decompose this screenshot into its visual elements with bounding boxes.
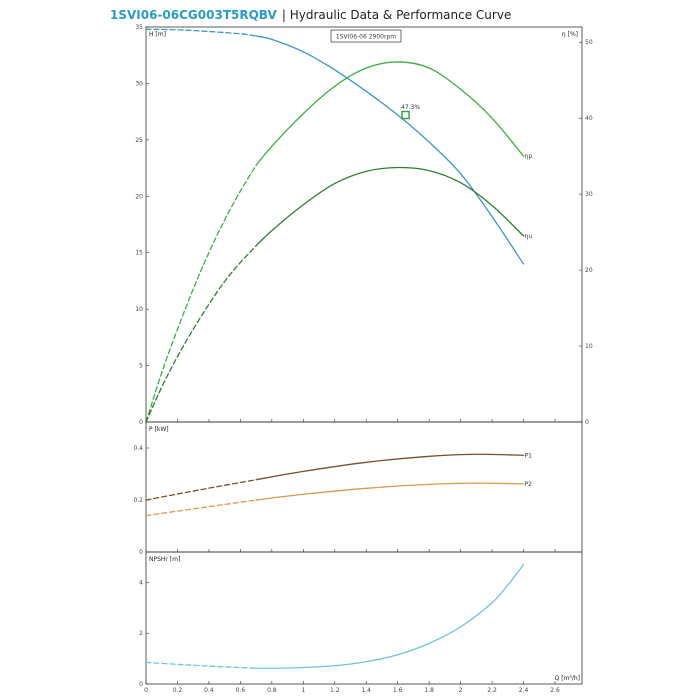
speed-legend-text: 1SVI06-06 2900rpm [336,34,396,41]
npsh-y-tick-label-1: 2 [139,630,143,637]
power-frame [145,421,583,553]
performance-y2-tick-label-0: 0 [585,419,589,426]
npsh-y-tick-label-2: 4 [139,579,143,586]
performance-y-tick-label-2: 10 [135,306,143,313]
npsh-x-tick-label-10: 2 [459,687,463,694]
power-panel: P [kW] 0 0.2 0.4 P1 P2 [133,421,583,556]
performance-panel: H [m] η [%] 0 5 10 15 20 25 30 35 0 10 20 30 40 50 ηp ηu 4… [135,24,592,426]
npsh-x-tick-label-8: 1.6 [393,687,403,694]
npsh-curve-dashed [145,661,257,669]
p2-curve [255,482,525,501]
npsh-y-axis-title: NPSHr [m] [149,556,180,563]
performance-y-tick-label-5: 25 [135,137,143,144]
chart-subtitle: Hydraulic Data & Performance Curve [290,8,512,22]
best-efficiency-point-marker [401,110,410,120]
p2-curve-dashed [145,499,257,517]
npsh-x-tick-label-13: 2.6 [550,687,560,694]
npsh-y-tick-label-0: 0 [139,681,143,688]
best-efficiency-point-label: 47.3% [401,104,420,111]
npsh-panel: NPSHr [m] 0 2 4 0 0.2 0.4 0.6 0.8 1 1.2 1.4 1.6 1.8 2 2… [139,551,583,694]
npsh-x-tick-label-0: 0 [144,687,148,694]
npsh-x-axis-title: Q [m³/h] [555,675,580,682]
speed-legend-box: 1SVI06-06 2900rpm [330,29,402,43]
npsh-x-tick-label-2: 0.4 [204,687,214,694]
npsh-x-tick-label-4: 0.8 [267,687,277,694]
npsh-x-tick-label-11: 2.2 [487,687,497,694]
performance-y-tick-label-3: 15 [135,250,143,257]
performance-y-tick-label-6: 30 [135,80,143,87]
power-y-tick-label-1: 0.2 [133,497,143,504]
performance-y-tick-label-0: 0 [139,419,143,426]
performance-y-axis-title: H [m] [149,31,166,38]
npsh-x-tick-label-1: 0.2 [173,687,183,694]
npsh-x-tick-label-9: 1.8 [424,687,434,694]
speed-legend-frame [330,29,402,43]
power-y-tick-label-0: 0 [139,549,143,556]
npsh-frame [145,551,583,685]
performance-y2-tick-label-4: 40 [585,115,593,122]
npsh-x-tick-label-3: 0.6 [236,687,246,694]
power-y-axis-title: P [kW] [149,426,169,433]
p1-curve-dashed [145,479,257,501]
p2-curve-label: P2 [525,481,533,488]
performance-y-tick-label-4: 20 [135,193,143,200]
performance-y2-tick-label-3: 30 [585,191,593,198]
npsh-x-tick-label-7: 1.4 [361,687,371,694]
eta_u-curve [255,166,525,247]
npsh-x-tick-label-12: 2.4 [519,687,529,694]
head-curve [255,35,525,265]
eta_p-curve [255,61,525,166]
eta_u-curve-dashed [145,245,257,423]
p1-curve [255,453,525,481]
performance-frame [145,26,583,423]
eta_p-curve-label: ηp [525,153,533,160]
chart-panels: H [m] η [%]0510152025303501020304050ηpηu4… [133,24,592,694]
p1-curve-label: P1 [525,452,533,459]
npsh-x-tick-label-5: 1 [301,687,305,694]
npsh-x-tick-label-6: 1.2 [330,687,340,694]
performance-y-tick-label-1: 5 [139,363,143,370]
performance-y-tick-label-7: 35 [135,24,143,31]
eta_p-curve-dashed [145,164,257,423]
performance-y2-tick-label-1: 10 [585,343,593,350]
performance-y2-tick-label-5: 50 [585,39,593,46]
chart-header: 1SVI06-06CG003T5RQBV | Hydraulic Data & … [110,4,511,23]
title-separator: | [282,8,290,22]
model-title: 1SVI06-06CG003T5RQBV [110,8,277,22]
eta_u-curve-label: ηu [525,233,533,240]
head-curve-dashed [145,28,257,37]
npsh-curve [255,564,525,669]
power-y-tick-label-2: 0.4 [133,445,143,452]
performance-y2-tick-label-2: 20 [585,267,593,274]
performance-y2-axis-title: η [%] [562,31,578,38]
